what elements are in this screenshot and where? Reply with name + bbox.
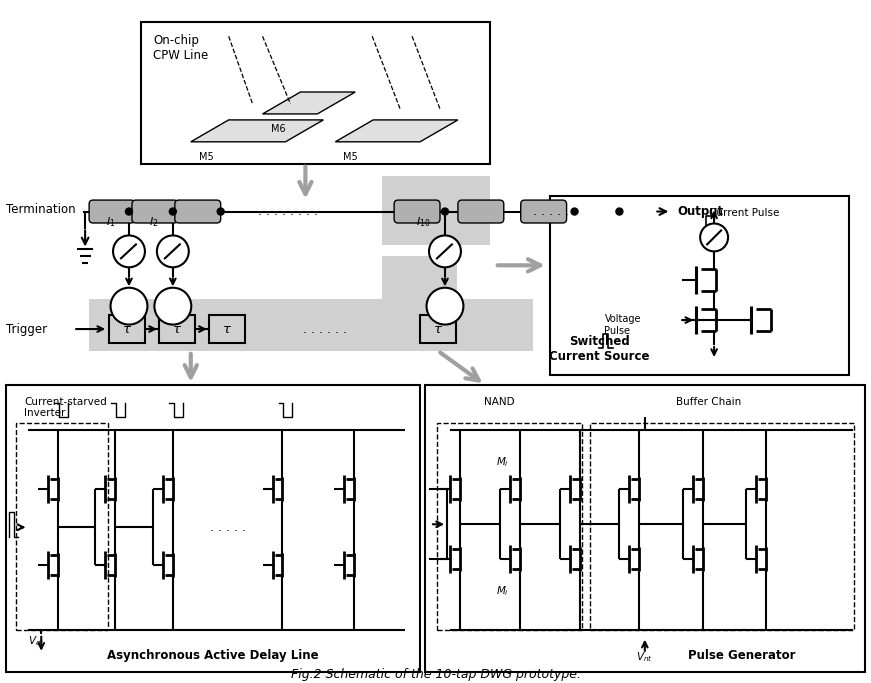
Text: $\tau$: $\tau$ bbox=[433, 322, 443, 335]
Bar bbox=[550, 195, 848, 375]
FancyBboxPatch shape bbox=[132, 200, 178, 223]
Bar bbox=[382, 256, 457, 311]
Text: Current-starved
Inverter: Current-starved Inverter bbox=[24, 397, 107, 419]
Text: NAND: NAND bbox=[484, 397, 515, 407]
Circle shape bbox=[157, 236, 189, 267]
Bar bbox=[420, 315, 456, 343]
Circle shape bbox=[700, 223, 728, 251]
Circle shape bbox=[427, 288, 463, 324]
Text: Termination: Termination bbox=[6, 203, 76, 216]
Bar bbox=[6, 385, 420, 671]
Polygon shape bbox=[262, 92, 355, 114]
Bar bbox=[437, 423, 582, 630]
Circle shape bbox=[429, 236, 461, 267]
Text: Output: Output bbox=[678, 205, 723, 218]
Text: Voltage
Pulse: Voltage Pulse bbox=[604, 314, 641, 336]
Text: Switched
Current Source: Switched Current Source bbox=[550, 335, 650, 363]
Text: M6: M6 bbox=[271, 124, 285, 134]
FancyBboxPatch shape bbox=[395, 200, 440, 223]
Bar bbox=[209, 315, 245, 343]
Circle shape bbox=[154, 288, 192, 324]
Text: $V_{nt}$: $V_{nt}$ bbox=[637, 650, 653, 664]
Text: $I_{10}$: $I_{10}$ bbox=[416, 216, 431, 229]
FancyBboxPatch shape bbox=[89, 200, 135, 223]
Circle shape bbox=[113, 236, 145, 267]
Text: . . . . .: . . . . . bbox=[210, 520, 246, 533]
Bar bbox=[17, 423, 108, 630]
Text: $\Lambda$: $\Lambda$ bbox=[439, 299, 450, 313]
Text: $\Lambda$: $\Lambda$ bbox=[167, 299, 179, 313]
Bar bbox=[382, 176, 490, 245]
Text: $V_{dt}$: $V_{dt}$ bbox=[28, 634, 45, 647]
Text: Trigger: Trigger bbox=[6, 322, 48, 335]
Text: On-chip
CPW Line: On-chip CPW Line bbox=[153, 34, 208, 62]
FancyBboxPatch shape bbox=[175, 200, 220, 223]
Text: . . . . . . . .: . . . . . . . . bbox=[259, 205, 319, 218]
Circle shape bbox=[111, 288, 147, 324]
FancyBboxPatch shape bbox=[521, 200, 566, 223]
Bar bbox=[590, 423, 854, 630]
Bar bbox=[141, 23, 490, 164]
Polygon shape bbox=[335, 120, 458, 142]
Text: $M_i$: $M_i$ bbox=[496, 584, 510, 598]
Circle shape bbox=[442, 208, 449, 215]
Text: $I_{1}$: $I_{1}$ bbox=[105, 216, 115, 229]
Circle shape bbox=[616, 208, 623, 215]
Circle shape bbox=[125, 208, 132, 215]
Circle shape bbox=[571, 208, 578, 215]
Text: Fig.2 Schematic of the 10-tap DWG prototype.: Fig.2 Schematic of the 10-tap DWG protot… bbox=[291, 667, 580, 681]
FancyBboxPatch shape bbox=[458, 200, 503, 223]
Circle shape bbox=[217, 208, 224, 215]
Text: $\tau$: $\tau$ bbox=[172, 322, 182, 335]
Polygon shape bbox=[191, 120, 323, 142]
Text: M5: M5 bbox=[343, 152, 358, 162]
Text: $\tau$: $\tau$ bbox=[122, 322, 132, 335]
Text: Pulse Generator: Pulse Generator bbox=[688, 649, 795, 662]
Text: Current Pulse: Current Pulse bbox=[709, 208, 780, 218]
Text: . . . . . .: . . . . . . bbox=[533, 205, 577, 218]
Text: M5: M5 bbox=[199, 152, 213, 162]
Circle shape bbox=[169, 208, 176, 215]
Text: $I_{2}$: $I_{2}$ bbox=[150, 216, 159, 229]
Bar bbox=[159, 315, 195, 343]
Bar bbox=[89, 299, 533, 351]
Text: Buffer Chain: Buffer Chain bbox=[677, 397, 742, 407]
Bar bbox=[109, 315, 145, 343]
Text: $\tau$: $\tau$ bbox=[221, 322, 232, 335]
Text: $M_i$: $M_i$ bbox=[496, 456, 510, 469]
Bar bbox=[425, 385, 865, 671]
Text: $\Lambda$: $\Lambda$ bbox=[124, 299, 135, 313]
Text: Asynchronous Active Delay Line: Asynchronous Active Delay Line bbox=[107, 649, 319, 662]
Text: . . . . . .: . . . . . . bbox=[303, 322, 348, 335]
